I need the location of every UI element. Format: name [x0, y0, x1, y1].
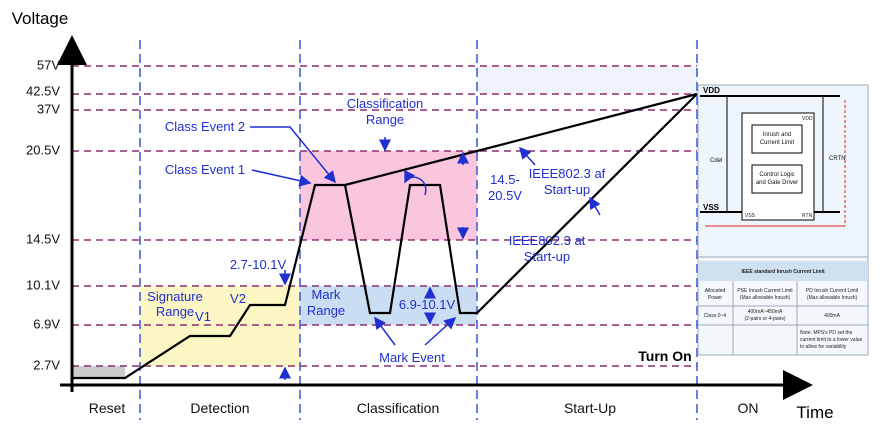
annotation: Mark	[312, 287, 341, 302]
level-label: 42.5V	[26, 83, 60, 98]
annotations: Classification Range Class Event 2 Class…	[147, 96, 692, 365]
x-axis-label: Time	[796, 403, 833, 422]
phase-label: Reset	[89, 400, 126, 416]
regions	[72, 66, 697, 378]
table-header: (Max allowable Inrush)	[807, 295, 858, 301]
level-labels: 57V 42.5V 37V 20.5V 14.5V 10.1V 6.9V 2.7…	[26, 57, 60, 372]
annotation: 6.9-10.1V	[399, 297, 456, 312]
level-label: 2.7V	[33, 357, 60, 372]
table-cell: 400mA~450mA	[748, 309, 783, 315]
inset-label: RTN	[802, 213, 813, 219]
table-note: to allow for variability	[800, 344, 847, 350]
annotation: IEEE802.3 af	[529, 166, 606, 181]
annotation: 20.5V	[488, 188, 522, 203]
annotation: V1	[195, 309, 211, 324]
inset-label: VSS	[703, 203, 720, 212]
inset-label: CRTN	[829, 156, 846, 162]
phase-labels: Reset Detection Classification Start-Up …	[89, 400, 759, 416]
annotation: Range	[156, 304, 194, 319]
table-header: PD Inrush Current Limit	[806, 288, 859, 294]
annotation: Mark Event	[379, 350, 445, 365]
table-header: Allocated	[705, 288, 726, 294]
level-label: 10.1V	[26, 277, 60, 292]
level-label: 20.5V	[26, 142, 60, 157]
inset-label: Cdel	[710, 158, 722, 164]
table-cell: 400mA	[824, 313, 841, 319]
annotation: IEEE802.3 at	[509, 233, 586, 248]
inset-label: Control Logic	[759, 172, 794, 178]
inset-label: and Gate Driver	[756, 180, 798, 186]
annotation: 14.5-	[490, 172, 520, 187]
phase-label: Detection	[190, 400, 249, 416]
phase-label: ON	[738, 400, 759, 416]
annotation: V2	[230, 291, 246, 306]
inset-label: Inrush and	[763, 132, 791, 138]
table-note: current limit to a lower value	[800, 337, 862, 343]
table-note: Note: MPS's PD set the	[800, 330, 853, 336]
annotation: Range	[366, 112, 404, 127]
inset-label: Current Limit	[760, 140, 795, 146]
level-label: 6.9V	[33, 316, 60, 331]
level-label: 37V	[37, 101, 60, 116]
annotation: Start-up	[524, 249, 570, 264]
annotation: Class Event 2	[165, 119, 245, 134]
waveform	[72, 92, 698, 380]
annotation: Class Event 1	[165, 162, 245, 177]
inset-label: VDD	[802, 116, 813, 122]
annotation: Range	[307, 303, 345, 318]
level-lines	[72, 65, 697, 367]
axes	[57, 35, 813, 400]
table-title: IEEE standard Inrush Current Limit	[741, 269, 825, 275]
inset-circuit: VDD VSS Cdel CRTN Inrush and Current Lim…	[697, 84, 869, 258]
phase-dividers	[139, 40, 698, 420]
level-label: 57V	[37, 57, 60, 72]
annotation: 2.7-10.1V	[230, 257, 287, 272]
phase-label: Classification	[357, 400, 439, 416]
annotation-arrows	[250, 126, 601, 380]
inset-label: VDD	[703, 86, 720, 95]
annotation: Signature	[147, 289, 203, 304]
y-axis-label: Voltage	[12, 9, 69, 28]
annotation: Start-up	[544, 182, 590, 197]
table-cell: Class 0~4	[704, 313, 727, 319]
level-label: 14.5V	[26, 231, 60, 246]
turn-on-label: Turn On	[638, 348, 691, 364]
table-header: (Max allowable Inrush)	[740, 295, 791, 301]
annotation: Classification	[347, 96, 424, 111]
table-cell: (2-pairs or 4-pairs)	[744, 316, 785, 322]
inset-table: IEEE standard Inrush Current Limit Alloc…	[697, 256, 869, 356]
table-header: Power	[708, 295, 723, 301]
table-header: PSE Inrush Current Limit	[737, 288, 793, 294]
phase-label: Start-Up	[564, 400, 616, 416]
inset-label: VSS	[745, 213, 756, 219]
